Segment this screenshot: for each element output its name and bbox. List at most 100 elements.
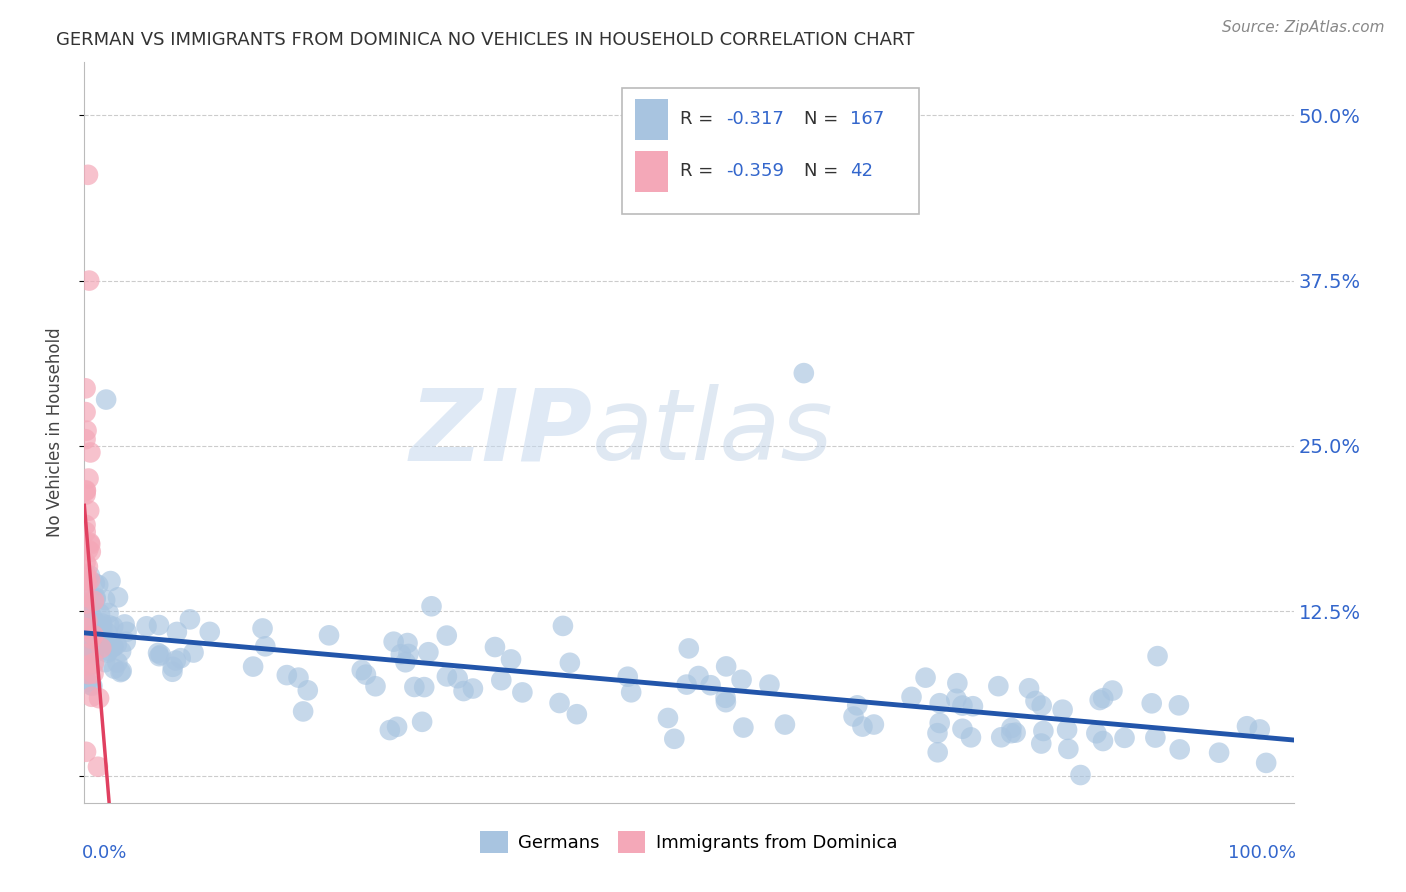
Point <box>1249 723 1271 737</box>
Point <box>162 660 184 674</box>
Point <box>863 717 886 731</box>
Point <box>110 644 132 658</box>
Point <box>1000 726 1022 740</box>
Point <box>418 645 440 659</box>
Point <box>103 620 125 634</box>
Point <box>114 634 136 648</box>
Point <box>453 684 475 698</box>
Point <box>105 637 128 651</box>
Point <box>89 607 111 621</box>
Point <box>83 594 105 608</box>
Point <box>688 669 710 683</box>
Point <box>75 632 97 647</box>
Point <box>900 690 922 704</box>
Text: -0.359: -0.359 <box>727 162 785 180</box>
Point <box>79 535 101 549</box>
Point <box>420 599 443 614</box>
Legend: Germans, Immigrants from Dominica: Germans, Immigrants from Dominica <box>474 824 904 861</box>
Point <box>75 556 97 570</box>
Point <box>276 668 298 682</box>
Point <box>98 618 121 632</box>
Point <box>675 677 697 691</box>
Point <box>952 698 974 713</box>
Point <box>146 646 169 660</box>
Point <box>1031 737 1053 751</box>
Point <box>952 722 974 736</box>
Text: N =: N = <box>804 111 844 128</box>
Point <box>97 606 120 620</box>
Point <box>1018 681 1040 696</box>
Point <box>714 690 737 705</box>
Point <box>287 671 309 685</box>
Point <box>1101 683 1123 698</box>
Point <box>76 613 98 627</box>
Point <box>1140 696 1163 710</box>
Point <box>447 671 470 685</box>
Point <box>77 647 100 661</box>
Point <box>1024 694 1046 708</box>
Point <box>79 573 101 587</box>
Point <box>1032 723 1054 738</box>
Point <box>84 591 107 605</box>
Point <box>396 647 419 661</box>
Point <box>79 537 101 551</box>
Point <box>499 652 522 666</box>
Point <box>292 705 315 719</box>
Point <box>90 634 112 648</box>
Point <box>162 665 184 679</box>
Point <box>80 690 103 704</box>
Text: 0.0%: 0.0% <box>82 844 128 862</box>
Point <box>87 691 110 706</box>
Point <box>1114 731 1136 745</box>
Point <box>77 471 100 485</box>
Point <box>793 366 815 380</box>
Point <box>927 726 949 740</box>
Point <box>962 699 984 714</box>
Point <box>75 745 97 759</box>
Text: -0.317: -0.317 <box>727 111 785 128</box>
Point <box>87 760 110 774</box>
Point <box>846 698 869 713</box>
Point <box>699 678 721 692</box>
Point <box>1000 721 1022 735</box>
Point <box>165 653 187 667</box>
Point <box>1236 719 1258 733</box>
Point <box>80 678 103 692</box>
Point <box>103 662 125 676</box>
Text: 42: 42 <box>849 162 873 180</box>
Point <box>73 667 96 681</box>
Point <box>382 634 405 648</box>
Point <box>1070 768 1092 782</box>
Point <box>135 619 157 633</box>
Text: GERMAN VS IMMIGRANTS FROM DOMINICA NO VEHICLES IN HOUSEHOLD CORRELATION CHART: GERMAN VS IMMIGRANTS FROM DOMINICA NO VE… <box>56 31 915 49</box>
Point <box>616 670 638 684</box>
Text: 167: 167 <box>849 111 884 128</box>
Point <box>97 626 120 640</box>
Point <box>114 617 136 632</box>
Point <box>79 568 101 582</box>
Point <box>79 648 101 663</box>
Point <box>75 573 97 587</box>
Text: 100.0%: 100.0% <box>1227 844 1296 862</box>
Text: R =: R = <box>681 111 720 128</box>
Point <box>83 576 105 591</box>
Point <box>75 517 97 532</box>
Point <box>73 627 96 641</box>
Point <box>75 487 97 501</box>
Point <box>354 667 377 681</box>
Point <box>678 641 700 656</box>
Point <box>83 656 105 670</box>
Point <box>491 673 513 688</box>
Point <box>148 649 170 664</box>
Point <box>75 597 97 611</box>
Point <box>1168 742 1191 756</box>
Point <box>551 619 574 633</box>
Point <box>1057 742 1080 756</box>
Point <box>166 624 188 639</box>
Point <box>76 674 98 689</box>
Point <box>75 572 97 586</box>
Point <box>1004 725 1026 739</box>
Point <box>945 691 967 706</box>
Point <box>364 679 387 693</box>
Point <box>1091 734 1114 748</box>
